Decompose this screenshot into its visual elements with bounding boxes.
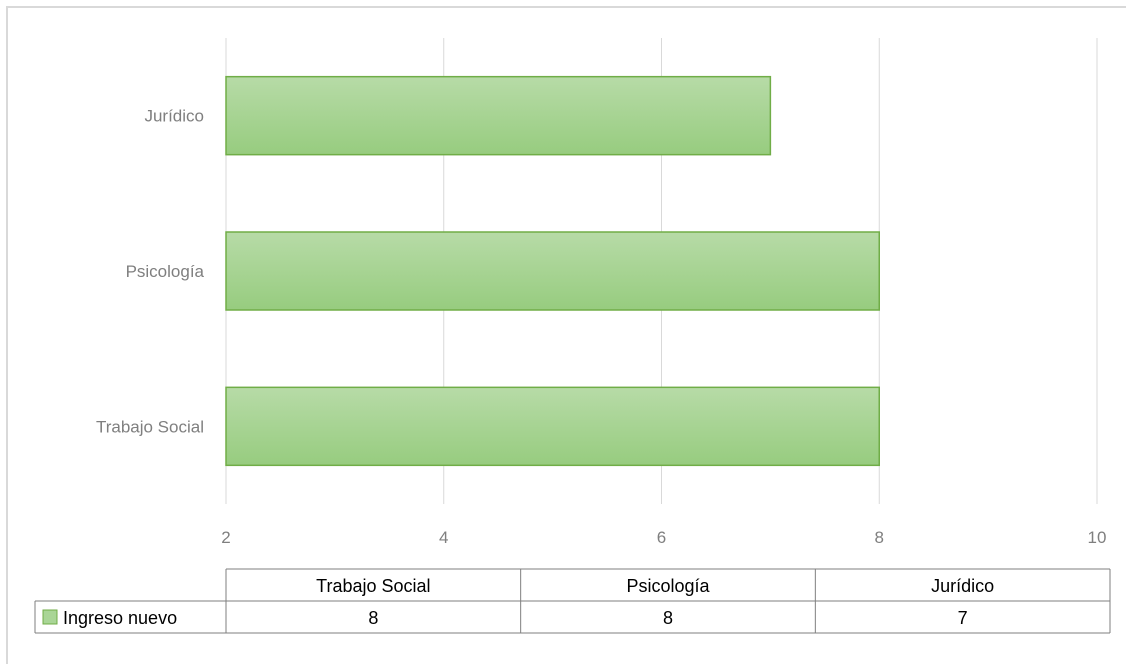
x-tick-label: 10 [1088,528,1107,547]
table-column-header: Jurídico [931,576,994,596]
category-labels: Trabajo Social Psicología Jurídico [96,107,205,437]
table-column-header: Psicología [626,576,710,596]
x-tick-label: 8 [875,528,884,547]
table-cell: 8 [368,608,378,628]
category-label: Jurídico [144,107,204,126]
table-cell: 8 [663,608,673,628]
category-label: Psicología [126,262,205,281]
category-label: Trabajo Social [96,417,204,436]
x-tick-label: 2 [221,528,230,547]
table-cell: 7 [958,608,968,628]
legend-series-label: Ingreso nuevo [63,608,177,628]
data-table: Trabajo Social Psicología Jurídico Ingreso … [34,568,1111,634]
x-tick-label: 6 [657,528,666,547]
bars [225,75,880,467]
x-tick-label: 4 [439,528,448,547]
bar-psicolog-a [225,231,880,311]
legend-swatch [42,609,58,625]
bar-jur-dico [225,75,772,156]
table-column-header: Trabajo Social [316,576,430,596]
x-axis-ticks: 2 4 6 8 10 [221,528,1106,547]
bar-trabajo-social [225,386,880,467]
